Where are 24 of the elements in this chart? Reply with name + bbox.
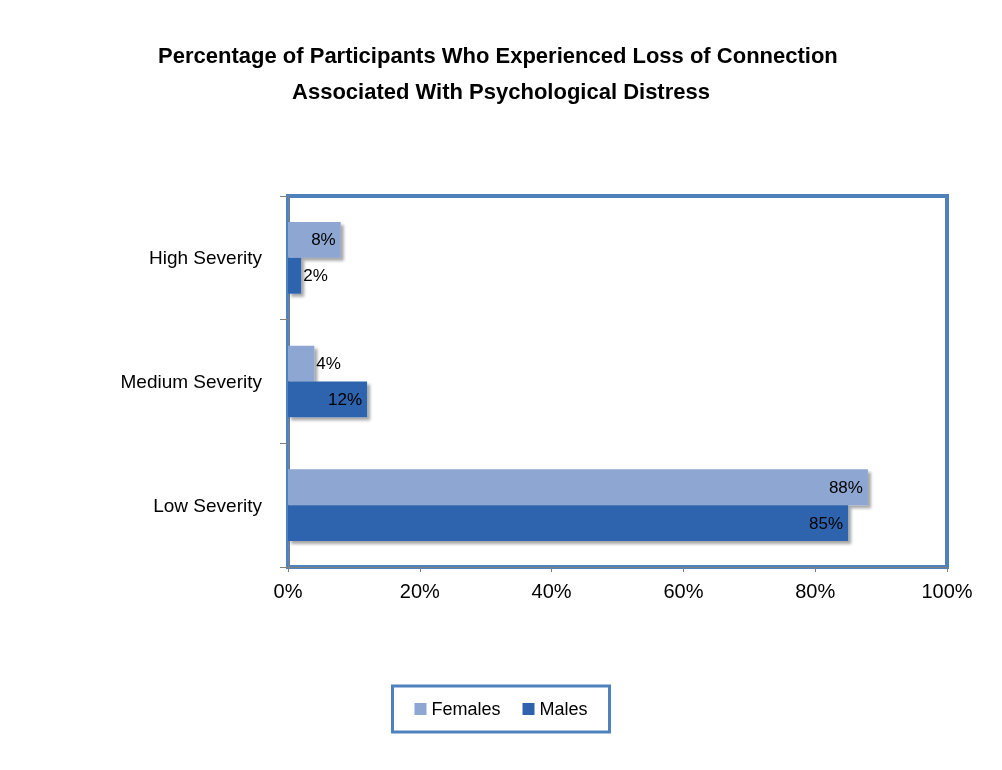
bar <box>288 381 368 418</box>
data-label: 2% <box>303 266 328 286</box>
data-label: 8% <box>311 230 336 250</box>
data-label: 88% <box>828 477 863 497</box>
y-tick-label: Medium Severity <box>120 371 263 392</box>
legend-label: Females <box>431 699 501 719</box>
data-label: 4% <box>316 354 341 374</box>
bar <box>288 221 341 258</box>
bar <box>288 505 849 542</box>
x-tick-label: 20% <box>399 580 441 602</box>
x-tick-label: 40% <box>531 580 572 602</box>
bar <box>288 469 868 506</box>
chart-title: Percentage of Participants Who Experienced Loss of Connection Associated With Psychological Distress <box>158 42 844 104</box>
bar <box>288 345 315 382</box>
bar <box>288 257 302 294</box>
y-tick-label: High Severity <box>149 247 263 269</box>
x-tick-label: 0% <box>273 580 303 602</box>
data-label: 12% <box>328 389 363 409</box>
x-tick-label: 100% <box>921 580 973 602</box>
x-tick-label: 80% <box>795 580 836 602</box>
x-tick-label: 60% <box>663 580 704 602</box>
data-label: 85% <box>809 513 844 533</box>
y-tick-label: Low Severity <box>153 494 263 516</box>
legend-label: Males <box>539 699 588 719</box>
